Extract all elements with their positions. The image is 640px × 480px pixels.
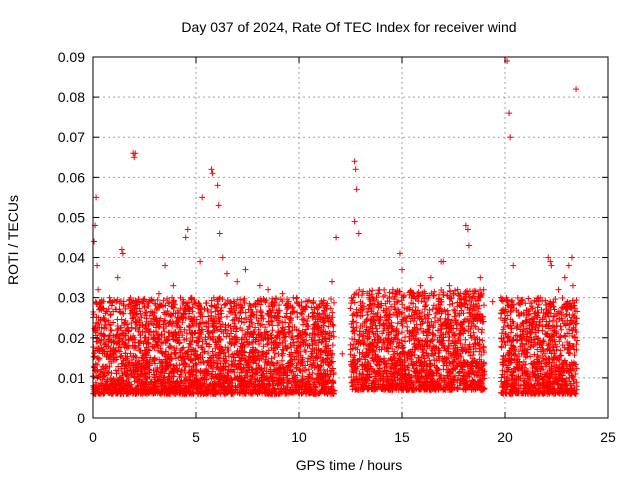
data-point [429,306,436,313]
data-point [347,305,354,312]
data-point [272,295,279,302]
data-point [179,332,186,339]
data-point [470,329,477,336]
data-point [283,310,290,317]
data-point [331,299,338,306]
data-point [480,302,487,309]
data-point [297,310,304,317]
data-point [135,326,142,333]
data-point [271,349,278,356]
data-point [431,288,438,295]
data-point [421,306,428,313]
data-point [285,323,292,330]
data-point [325,323,332,330]
data-point [101,321,108,328]
data-point [305,366,312,373]
data-point [90,353,97,360]
data-point [268,355,275,362]
data-point [299,311,306,318]
data-point [172,350,179,357]
data-point [351,291,358,298]
data-point [353,319,360,326]
data-point [428,337,435,344]
data-point [271,354,278,361]
data-point [242,309,249,316]
data-point [364,311,371,318]
data-point [229,361,236,368]
data-point [223,313,230,320]
data-point [356,286,363,293]
data-point [373,325,380,332]
data-point [329,342,336,349]
data-point [288,380,295,387]
data-point [161,317,168,324]
data-point [329,309,336,316]
data-point [228,299,235,306]
data-point [209,348,216,355]
data-point [210,294,217,301]
data-point [152,302,159,309]
data-point [165,373,172,380]
chart-title: Day 037 of 2024, Rate Of TEC Index for r… [181,19,516,35]
data-point [450,306,457,313]
data-point [108,327,115,334]
data-point [257,308,264,315]
data-point [269,322,276,329]
data-point [422,302,429,309]
data-point [279,318,286,325]
data-point [287,340,294,347]
data-point [107,375,114,382]
data-point [253,370,260,377]
data-point [217,360,224,367]
data-point [431,314,438,321]
data-point [381,286,388,293]
data-point [132,325,139,332]
data-point [114,316,121,323]
data-point [117,309,124,316]
data-point [349,335,356,342]
data-point [522,300,529,307]
data-point [317,354,324,361]
data-point [309,369,316,376]
data-point [293,295,300,302]
data-point [446,301,453,308]
data-point [398,329,405,336]
data-point [160,297,167,304]
data-point [218,310,225,317]
data-point [328,296,335,303]
data-point [330,322,337,329]
data-point [309,375,316,382]
data-points [90,58,581,397]
data-point [375,290,382,297]
